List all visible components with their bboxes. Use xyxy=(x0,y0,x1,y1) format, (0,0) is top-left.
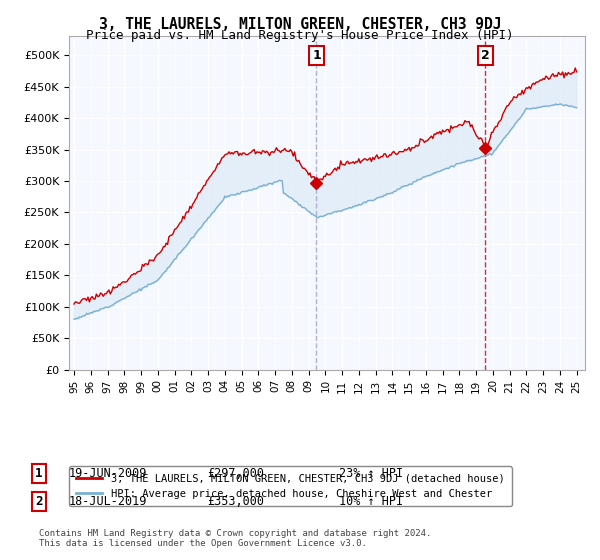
Text: 2: 2 xyxy=(35,494,43,508)
Text: 1: 1 xyxy=(35,466,43,480)
Legend: 3, THE LAURELS, MILTON GREEN, CHESTER, CH3 9DJ (detached house), HPI: Average pr: 3, THE LAURELS, MILTON GREEN, CHESTER, C… xyxy=(69,466,512,506)
Text: £297,000: £297,000 xyxy=(207,466,264,480)
Text: 23% ↑ HPI: 23% ↑ HPI xyxy=(339,466,403,480)
Text: 2: 2 xyxy=(481,49,490,62)
Text: 19-JUN-2009: 19-JUN-2009 xyxy=(69,466,148,480)
Text: Price paid vs. HM Land Registry's House Price Index (HPI): Price paid vs. HM Land Registry's House … xyxy=(86,29,514,42)
Text: 1: 1 xyxy=(312,49,321,62)
Text: 10% ↑ HPI: 10% ↑ HPI xyxy=(339,494,403,508)
Text: 18-JUL-2019: 18-JUL-2019 xyxy=(69,494,148,508)
Text: £353,000: £353,000 xyxy=(207,494,264,508)
Text: Contains HM Land Registry data © Crown copyright and database right 2024.
This d: Contains HM Land Registry data © Crown c… xyxy=(39,529,431,548)
Text: 3, THE LAURELS, MILTON GREEN, CHESTER, CH3 9DJ: 3, THE LAURELS, MILTON GREEN, CHESTER, C… xyxy=(99,17,501,32)
